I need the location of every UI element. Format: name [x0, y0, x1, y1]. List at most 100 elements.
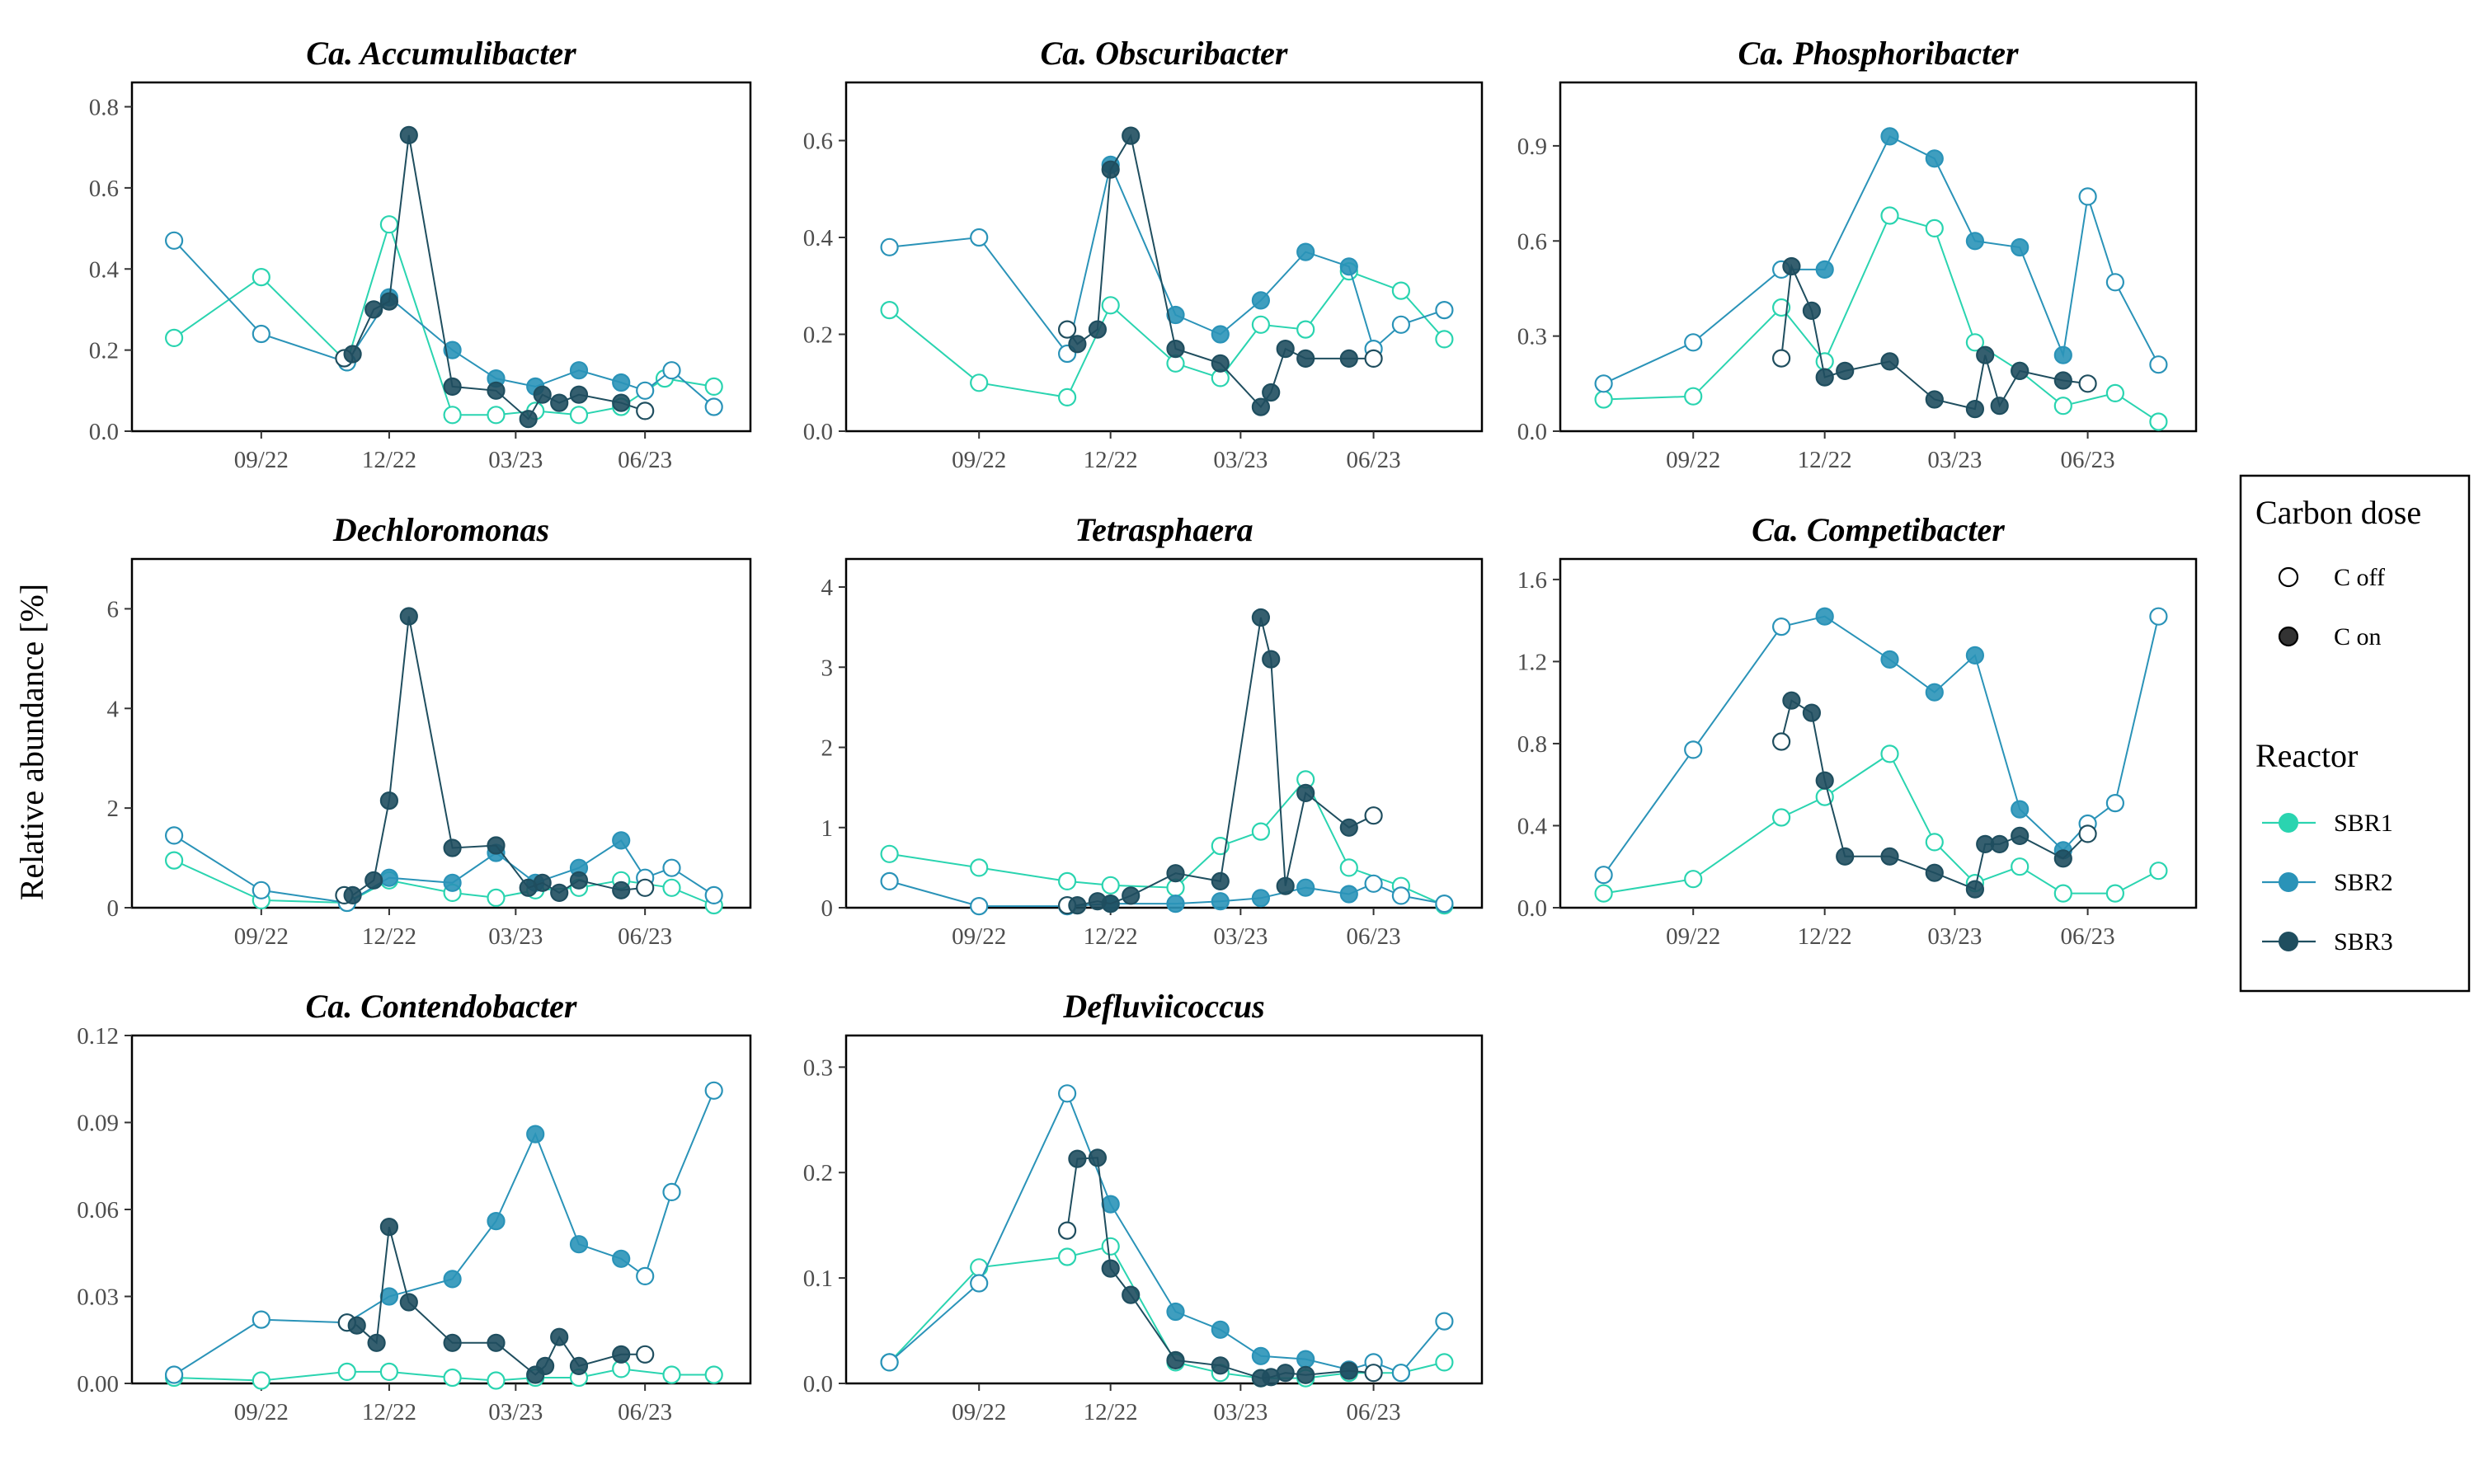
data-point	[1296, 1365, 1315, 1384]
data-point	[165, 328, 184, 347]
data-point	[252, 1371, 270, 1390]
data-point	[704, 397, 723, 416]
y-tick-label: 0.8	[1517, 731, 1547, 758]
data-point	[1296, 878, 1315, 897]
data-point	[704, 377, 723, 396]
data-point	[2011, 857, 2030, 876]
series-sbr3	[1772, 691, 2097, 899]
y-tick-label: 1	[821, 815, 834, 842]
x-tick-label: 09/22	[952, 1399, 1006, 1425]
x-tick-label: 06/23	[1347, 1399, 1401, 1425]
data-point	[1364, 1364, 1383, 1383]
x-tick-label: 09/22	[952, 923, 1006, 950]
data-point	[612, 373, 631, 392]
data-point	[1684, 387, 1703, 406]
data-point	[662, 1365, 681, 1384]
data-point	[2149, 607, 2168, 626]
data-point	[970, 1258, 989, 1277]
x-tick-label: 06/23	[618, 923, 672, 950]
data-point	[1684, 870, 1703, 889]
legend-box	[2239, 474, 2471, 993]
data-point	[1815, 368, 1834, 387]
data-point	[569, 361, 589, 380]
data-point	[343, 345, 362, 364]
y-tick-label: 0.0	[803, 1371, 833, 1397]
data-point	[1088, 320, 1108, 339]
series-sbr2	[1594, 607, 2168, 885]
series-sbr3	[335, 607, 655, 905]
data-point	[1364, 349, 1383, 368]
data-point	[1435, 301, 1454, 320]
x-tick-label: 09/22	[1666, 923, 1720, 950]
data-point	[443, 838, 462, 857]
data-point	[1435, 330, 1454, 349]
panel-1: Ca. Obscuribacter 0.0 0.2 0.4 0.6 09/22 12/22 0…	[803, 35, 1484, 473]
data-point	[1815, 352, 1834, 371]
panel-frame	[1559, 557, 2198, 909]
data-point	[165, 826, 184, 845]
data-point	[443, 1270, 462, 1289]
data-point	[880, 237, 899, 256]
series-sbr3	[335, 125, 655, 429]
data-point	[1276, 340, 1295, 359]
x-tick-label: 06/23	[1347, 447, 1401, 473]
data-point	[487, 1211, 506, 1231]
y-tick-label: 0.4	[89, 256, 120, 283]
y-tick-label: 0	[107, 895, 120, 922]
data-point	[1880, 847, 1899, 866]
series-sbr1	[1594, 206, 2168, 431]
data-point	[1339, 1361, 1358, 1380]
panel-title: Defluviicoccus	[1062, 988, 1264, 1025]
legend-reactor-label: SBR3	[2334, 928, 2393, 956]
data-point	[2011, 800, 2030, 819]
data-point	[379, 1287, 398, 1306]
data-point	[379, 292, 398, 311]
data-point	[1211, 325, 1230, 344]
panel-6: Ca. Contendobacter 0.00 0.03 0.06 0.09 0.12 09…	[77, 988, 752, 1425]
y-tick-label: 0.12	[77, 1023, 119, 1050]
panel-2: Ca. Phosphoribacter 0.0 0.3 0.6 0.9 09/22 12/2…	[1517, 35, 2198, 473]
data-point	[1057, 1247, 1077, 1266]
data-point	[443, 1368, 462, 1388]
y-tick-label: 0.03	[77, 1284, 119, 1311]
data-point	[880, 301, 899, 320]
x-tick-label: 12/22	[362, 1399, 416, 1425]
data-point	[1836, 847, 1855, 866]
y-tick-label: 4	[107, 696, 120, 722]
data-point	[487, 406, 506, 425]
panel-title: Ca. Accumulibacter	[306, 35, 576, 72]
data-point	[550, 883, 569, 903]
y-tick-label: 0.09	[77, 1111, 119, 1137]
y-tick-label: 0.0	[803, 419, 833, 445]
data-point	[1772, 349, 1791, 368]
data-point	[662, 1182, 681, 1202]
data-point	[880, 871, 899, 891]
data-point	[2011, 237, 2030, 257]
panel-title: Tetrasphaera	[1075, 511, 1253, 548]
data-point	[1296, 1350, 1315, 1369]
data-point	[1965, 400, 1984, 419]
data-point	[337, 1362, 356, 1382]
data-point	[1057, 871, 1077, 891]
data-point	[2011, 361, 2030, 380]
data-point	[1594, 390, 1613, 409]
panel-frame	[130, 557, 752, 909]
data-point	[1101, 160, 1120, 179]
data-point	[1594, 884, 1613, 903]
x-tick-label: 12/22	[1798, 447, 1852, 473]
data-point	[1122, 126, 1141, 145]
data-point	[487, 888, 506, 908]
panel-frame	[844, 557, 1484, 909]
data-point	[1990, 834, 2009, 854]
data-point	[1122, 886, 1141, 905]
data-point	[2053, 371, 2072, 390]
data-point	[1802, 703, 1821, 722]
data-point	[399, 125, 418, 144]
data-point	[1276, 876, 1295, 895]
data-point	[1166, 1350, 1185, 1370]
data-point	[1068, 335, 1087, 354]
panel-title: Dechloromonas	[332, 511, 549, 548]
